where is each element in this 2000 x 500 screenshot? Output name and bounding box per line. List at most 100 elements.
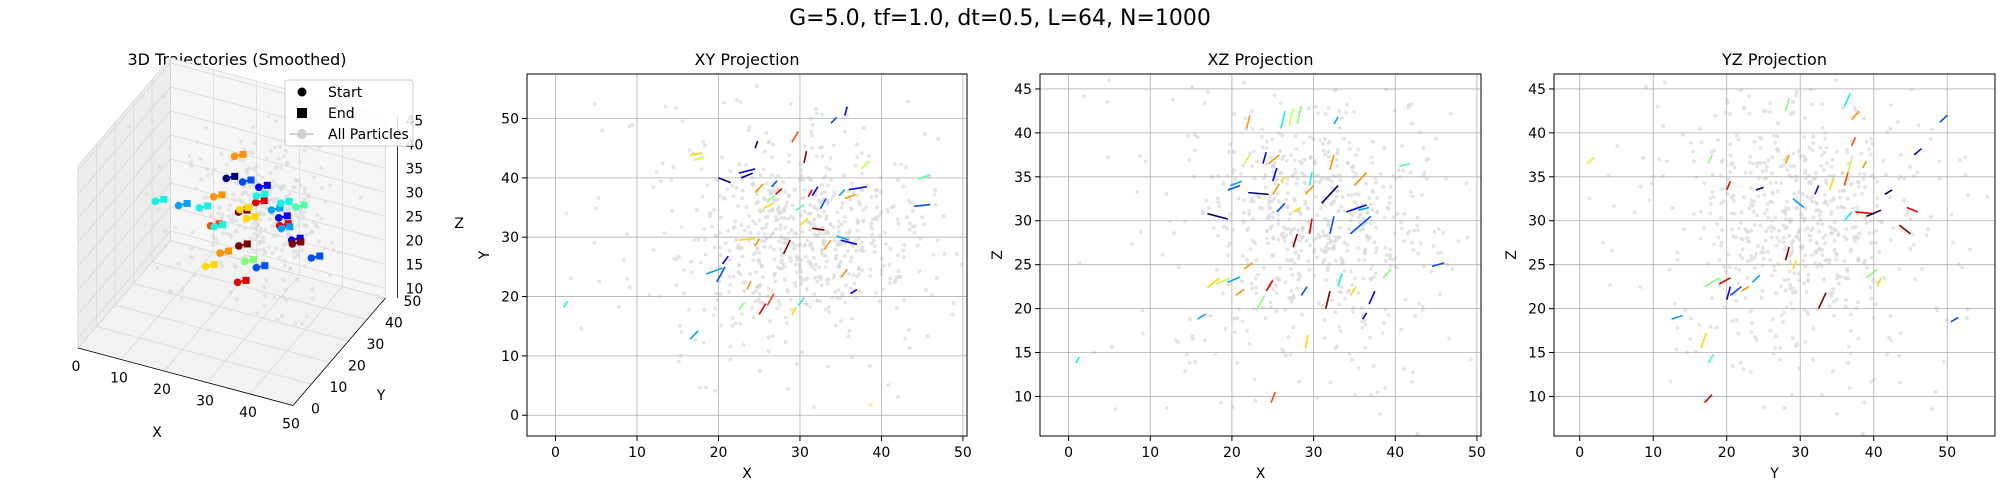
particle-point — [850, 316, 854, 321]
particle-point — [826, 305, 831, 309]
x-tick-label: 30 — [791, 445, 809, 461]
trajectory-segment — [1368, 290, 1376, 305]
particle-point — [1369, 277, 1374, 282]
x-tick-label: 30 — [1791, 445, 1809, 461]
particle-point — [300, 321, 305, 326]
particle-point — [1319, 206, 1323, 211]
particle-point — [735, 98, 739, 102]
particle-point — [1761, 109, 1766, 113]
particle-point — [1774, 291, 1779, 295]
particle-point — [800, 230, 805, 234]
end-marker — [300, 201, 308, 209]
particle-point — [757, 291, 762, 296]
particle-point — [710, 224, 714, 229]
particle-point — [203, 126, 208, 131]
particle-point — [660, 161, 665, 166]
particle-point — [295, 277, 300, 282]
particle-point — [1670, 206, 1675, 211]
particle-point — [1747, 94, 1752, 99]
particle-point — [255, 233, 260, 238]
particle-point — [912, 224, 917, 228]
particle-point — [1369, 221, 1374, 226]
particle-point — [1726, 176, 1731, 181]
end-marker — [239, 150, 247, 158]
particle-point — [794, 270, 799, 275]
particle-point — [901, 255, 906, 260]
particle-point — [821, 238, 826, 243]
particle-point — [189, 164, 194, 169]
trajectory-segment — [1847, 159, 1853, 173]
particle-point — [1276, 212, 1281, 217]
particle-point — [842, 215, 847, 219]
particle-point — [1806, 272, 1811, 277]
particle-point — [829, 178, 834, 182]
particle-point — [1772, 268, 1777, 273]
particle-point — [1294, 181, 1299, 186]
particle-point — [740, 312, 744, 316]
particle-point — [1296, 228, 1300, 233]
particle-point — [1729, 211, 1734, 216]
particle-point — [848, 197, 852, 202]
particle-point — [1284, 158, 1289, 163]
particle-point — [1872, 377, 1877, 382]
particle-point — [1300, 228, 1305, 232]
particle-point — [1335, 189, 1340, 194]
particle-point — [1173, 338, 1178, 343]
trajectory-segment — [1292, 233, 1299, 248]
particle-point — [841, 173, 846, 178]
trajectory-segment — [1292, 206, 1302, 213]
particle-point — [1415, 223, 1420, 228]
particle-point — [896, 269, 901, 274]
particle-point — [1820, 102, 1825, 107]
particle-point — [836, 219, 841, 224]
particle-point — [1215, 267, 1219, 272]
particle-point — [1347, 140, 1352, 145]
particle-point — [651, 185, 656, 190]
particle-point — [232, 197, 237, 202]
particle-point — [1691, 159, 1696, 164]
particle-point — [854, 295, 859, 300]
particle-point — [1861, 431, 1865, 436]
particle-point — [780, 266, 784, 271]
particle-point — [1682, 227, 1687, 231]
particle-point — [266, 114, 271, 119]
particle-point — [1278, 265, 1282, 270]
particle-point — [258, 218, 263, 223]
particle-point — [1326, 150, 1331, 154]
particle-point — [784, 315, 788, 320]
particle-point — [1382, 145, 1387, 150]
particle-point — [1822, 150, 1827, 155]
particle-point — [1902, 198, 1907, 203]
particle-point — [798, 275, 803, 280]
trajectory-segment — [1353, 171, 1368, 187]
particle-point — [1810, 199, 1814, 204]
particle-point — [1855, 205, 1860, 210]
particle-point — [1728, 170, 1732, 174]
particle-point — [786, 216, 791, 221]
particle-point — [1313, 194, 1318, 199]
particle-point — [1321, 148, 1326, 153]
particle-point — [727, 248, 732, 253]
particle-point — [831, 194, 836, 199]
particle-point — [1834, 150, 1839, 154]
trajectory-segment — [738, 237, 756, 241]
particle-point — [695, 207, 699, 212]
particle-point — [1375, 196, 1379, 201]
particle-point — [568, 276, 573, 281]
particle-point — [593, 206, 598, 211]
particle-point — [1264, 236, 1269, 241]
particle-point — [789, 228, 794, 232]
particle-point — [1356, 147, 1361, 152]
particle-point — [761, 167, 766, 172]
particle-point — [1697, 127, 1702, 132]
particle-point — [1779, 284, 1784, 289]
trajectory-segment — [1288, 108, 1294, 127]
trajectory-segment — [1939, 114, 1948, 123]
particle-point — [1288, 296, 1293, 301]
particle-point — [219, 152, 224, 157]
particle-point — [808, 203, 813, 207]
trajectory-segment — [1865, 268, 1878, 279]
particle-point — [1802, 158, 1807, 163]
particle-point — [1741, 106, 1746, 111]
grid-line-z — [77, 206, 386, 315]
